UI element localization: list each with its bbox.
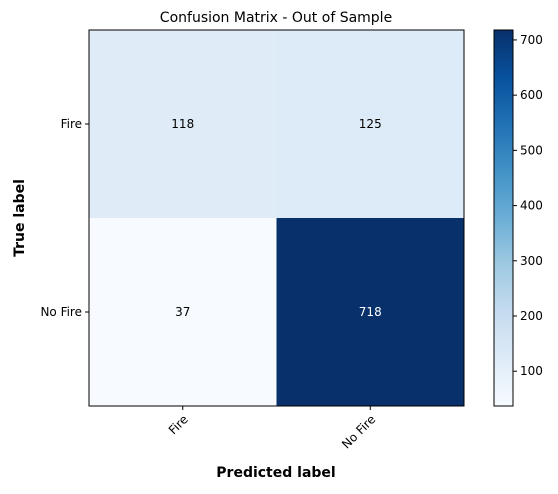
y-tick-label: Fire — [61, 117, 82, 131]
colorbar-tick-label: 400 — [520, 199, 543, 213]
colorbar-tick-label: 200 — [520, 309, 543, 323]
colorbar-tick-label: 600 — [520, 88, 543, 102]
y-axis-label: True label — [12, 179, 28, 257]
colorbar-tick-label: 500 — [520, 143, 543, 157]
cell-value-label: 118 — [171, 117, 194, 131]
heatmap-cell — [276, 218, 465, 407]
plot-frame — [88, 29, 465, 407]
x-tick-label: No Fire — [339, 412, 378, 451]
x-axis-label: Predicted label — [216, 465, 335, 481]
cell-value-label: 37 — [175, 305, 190, 319]
x-tick-label: Fire — [166, 412, 191, 437]
cell-value-label: 718 — [359, 305, 382, 319]
heatmap-cells: 118 125 37 718 — [89, 30, 465, 407]
colorbar-ticks: 100 200 300 400 500 600 700 — [513, 33, 543, 378]
y-axis-ticks: Fire No Fire — [40, 117, 89, 319]
colorbar-tick-label: 300 — [520, 254, 543, 268]
x-axis-ticks: Fire No Fire — [166, 406, 378, 452]
colorbar-tick-label: 700 — [520, 33, 543, 47]
y-tick-label: No Fire — [40, 305, 82, 319]
chart-title: Confusion Matrix - Out of Sample — [160, 10, 392, 26]
heatmap-cell — [89, 218, 277, 407]
colorbar — [493, 29, 514, 407]
heatmap-cell — [276, 30, 465, 219]
colorbar-tick-label: 100 — [520, 364, 543, 378]
heatmap-cell — [89, 30, 277, 219]
cell-value-label: 125 — [359, 117, 382, 131]
